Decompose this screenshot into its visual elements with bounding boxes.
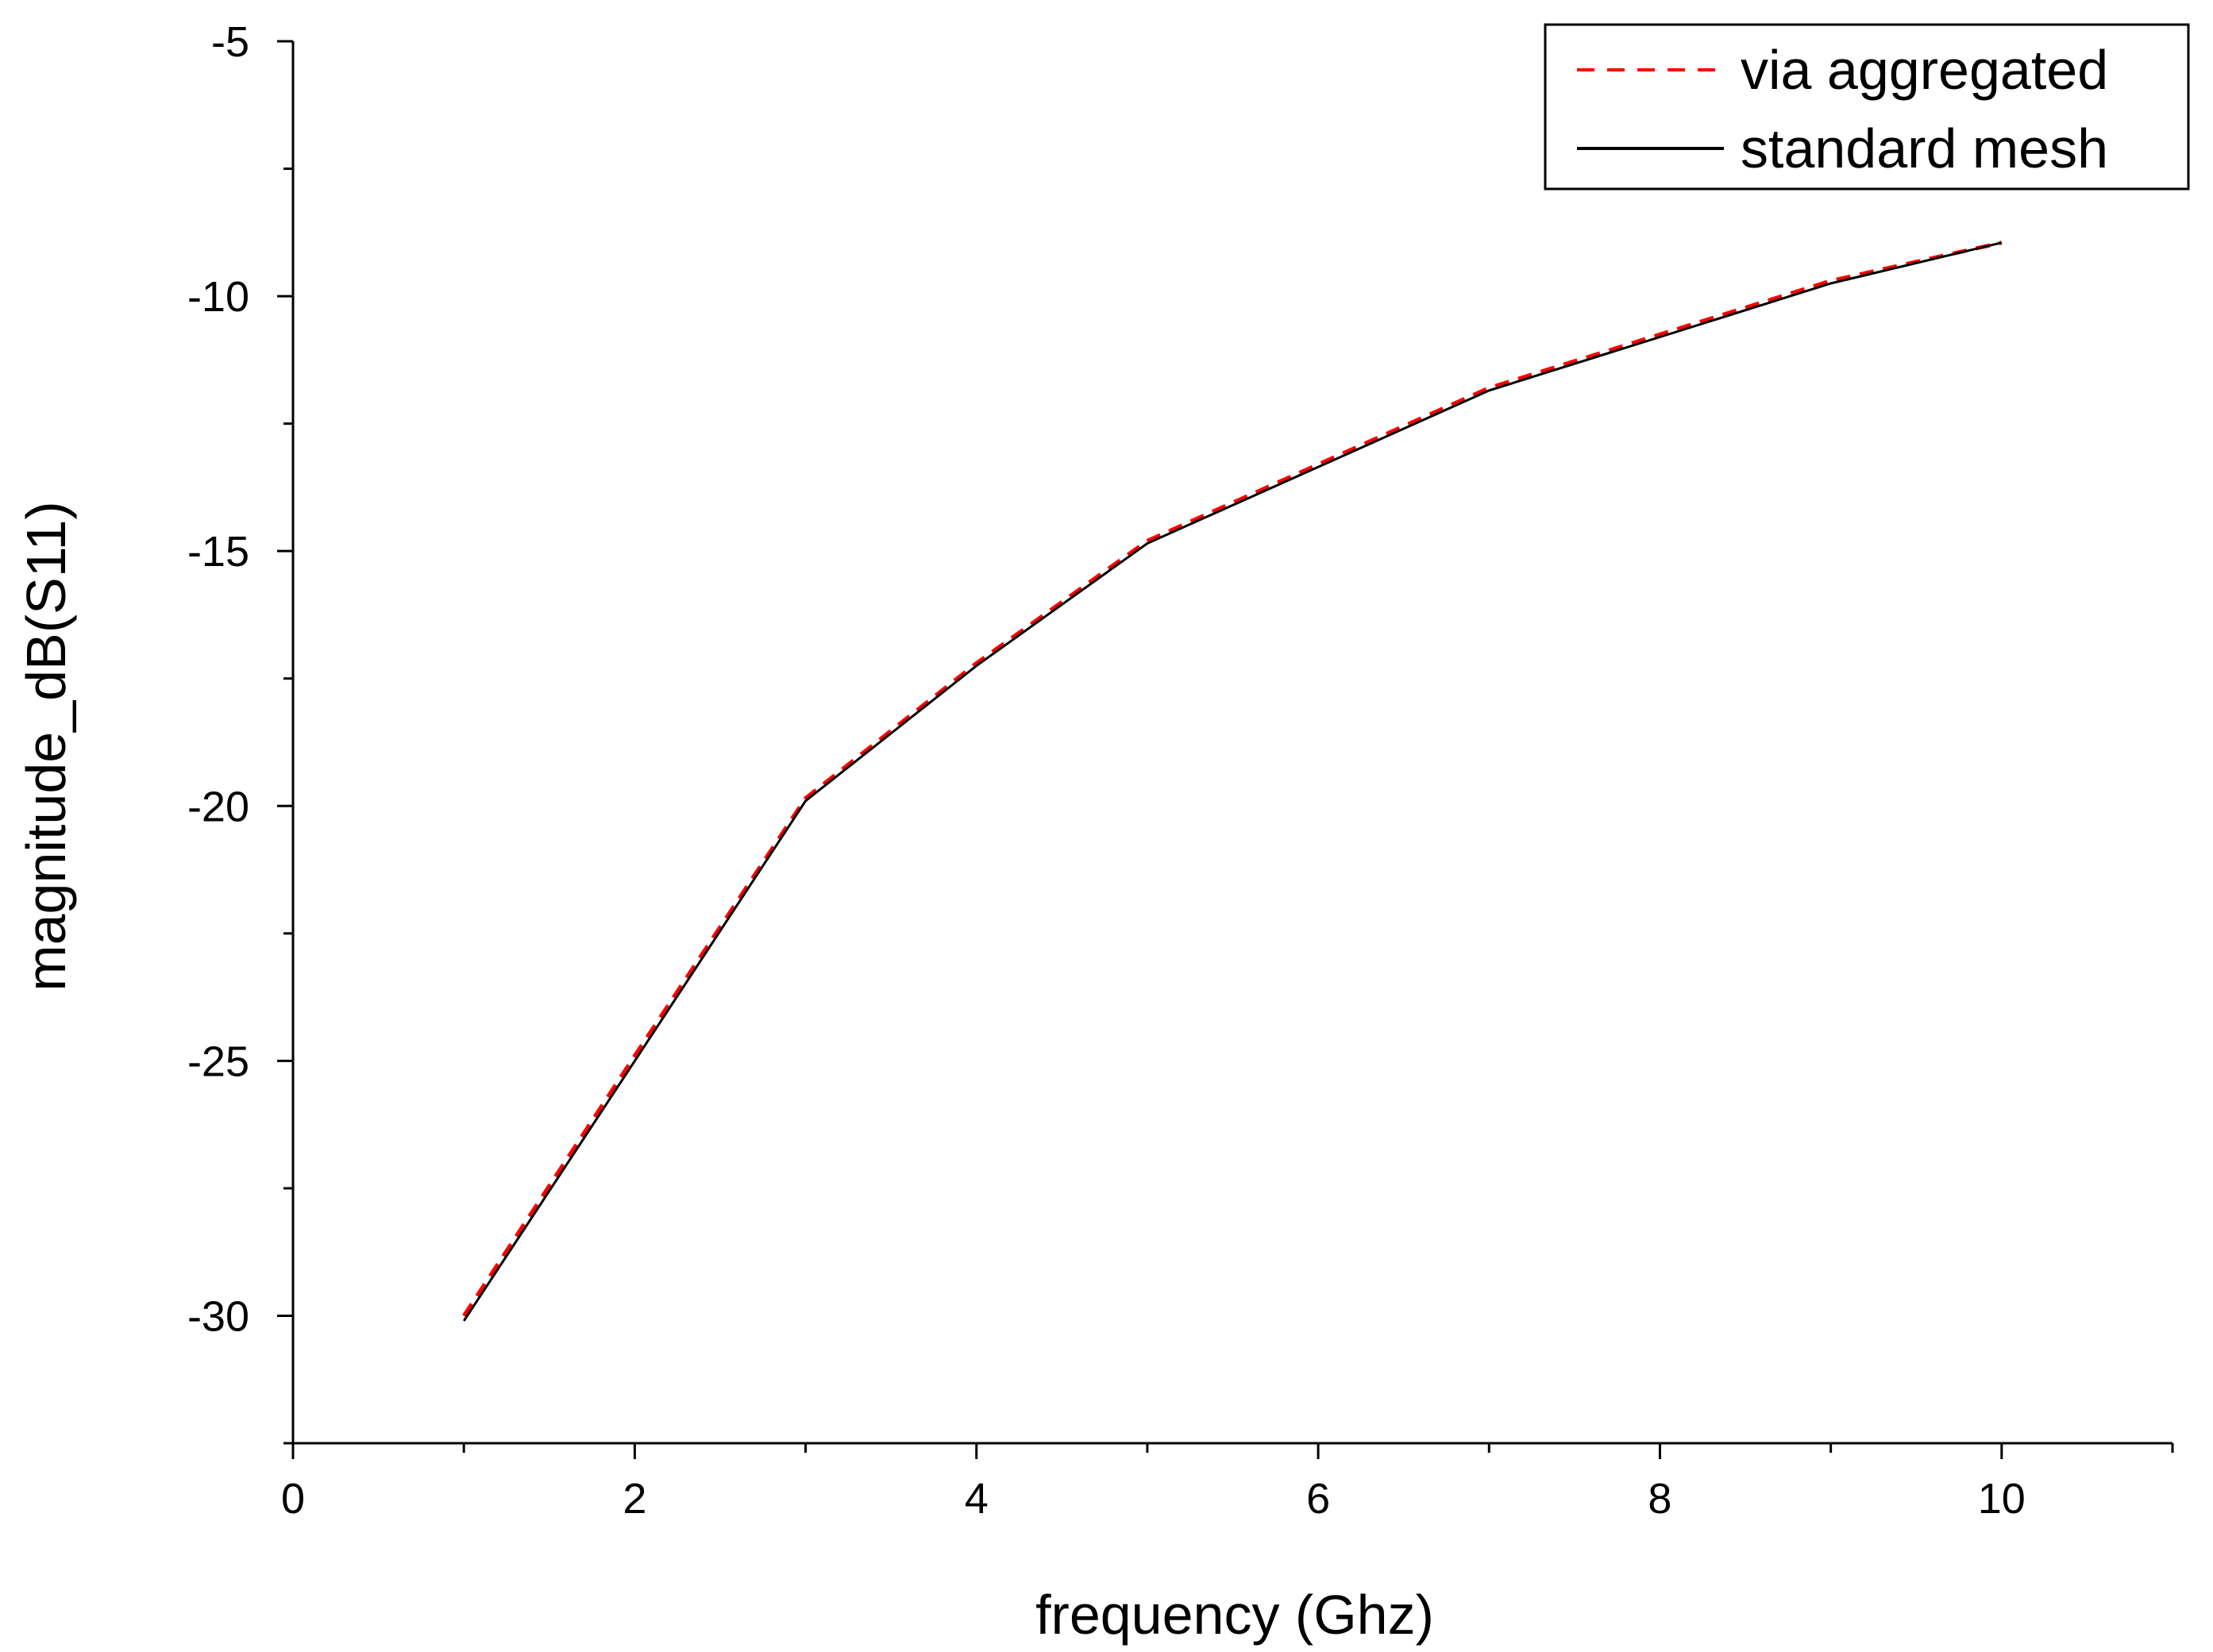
x-tick-label: 4 xyxy=(965,1475,989,1523)
x-tick-label: 8 xyxy=(1648,1475,1671,1523)
legend-label-via-aggregated: via aggregated xyxy=(1741,39,2108,101)
series-line-via-aggregated xyxy=(462,241,2003,1317)
x-tick-label: 10 xyxy=(1978,1475,2026,1523)
x-tick-label: 2 xyxy=(623,1475,646,1523)
series-line-standard-mesh xyxy=(462,241,2003,1322)
legend-box xyxy=(1544,23,2190,191)
y-tick-label: -15 xyxy=(187,528,249,576)
y-tick-label: -30 xyxy=(187,1292,249,1340)
y-tick-label: -20 xyxy=(187,783,249,830)
y-tick-label: -5 xyxy=(211,18,249,66)
legend: via aggregated standard mesh xyxy=(1544,23,2190,191)
axes: 0 2 4 6 8 10 -30 -25 -20 -15 -10 -5 xyxy=(187,18,2174,1523)
x-tick-label: 0 xyxy=(281,1475,305,1523)
x-tick-label: 6 xyxy=(1306,1475,1330,1523)
x-axis-title: frequency (Ghz) xyxy=(1035,1584,1434,1646)
y-tick-label: -10 xyxy=(187,273,249,321)
y-tick-label: -25 xyxy=(187,1038,249,1085)
plot-area xyxy=(462,241,2003,1322)
legend-label-standard-mesh: standard mesh xyxy=(1741,117,2108,179)
y-axis-title: magnitude_dB(S11) xyxy=(15,501,77,991)
